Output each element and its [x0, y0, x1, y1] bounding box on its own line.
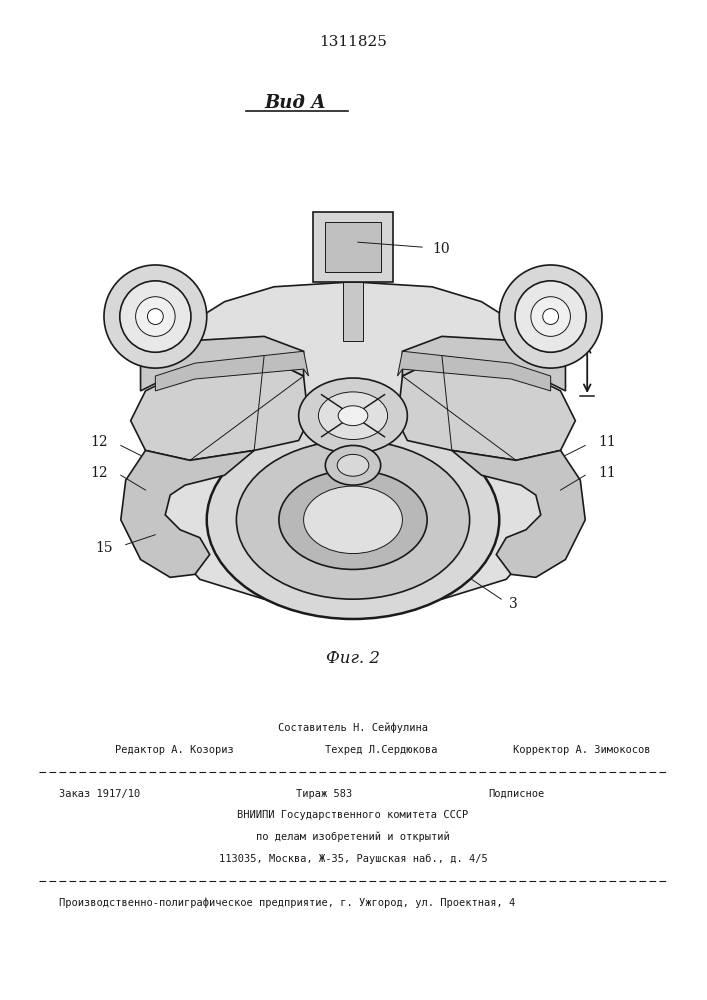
Text: 113035, Москва, Ж-35, Раушская наб., д. 4/5: 113035, Москва, Ж-35, Раушская наб., д. …: [218, 854, 487, 864]
Ellipse shape: [543, 309, 559, 324]
Ellipse shape: [206, 421, 499, 619]
Text: Подписное: Подписное: [489, 789, 544, 799]
Ellipse shape: [136, 297, 175, 336]
Text: 12: 12: [90, 435, 108, 449]
Text: Фиг. 2: Фиг. 2: [326, 650, 380, 667]
Polygon shape: [160, 282, 546, 599]
Polygon shape: [121, 450, 255, 577]
Text: ВНИИПИ Государственного комитета СССР: ВНИИПИ Государственного комитета СССР: [238, 810, 469, 820]
Polygon shape: [397, 356, 575, 460]
Polygon shape: [452, 450, 585, 577]
Text: по делам изобретений и открытий: по делам изобретений и открытий: [256, 832, 450, 842]
Text: Вид А: Вид А: [265, 94, 327, 112]
Text: Составитель Н. Сейфулина: Составитель Н. Сейфулина: [278, 723, 428, 733]
FancyBboxPatch shape: [313, 212, 392, 282]
Text: Техред Л.Сердюкова: Техред Л.Сердюкова: [325, 745, 438, 755]
Ellipse shape: [531, 297, 571, 336]
Text: Корректор А. Зимокосов: Корректор А. Зимокосов: [513, 745, 650, 755]
Text: Редактор А. Козориз: Редактор А. Козориз: [115, 745, 233, 755]
Ellipse shape: [318, 392, 387, 440]
Text: 3: 3: [509, 597, 518, 611]
Text: Тираж 583: Тираж 583: [296, 789, 352, 799]
Ellipse shape: [148, 309, 163, 324]
Ellipse shape: [119, 281, 191, 352]
Text: Заказ 1917/10: Заказ 1917/10: [59, 789, 140, 799]
FancyBboxPatch shape: [325, 222, 380, 272]
Polygon shape: [402, 336, 566, 391]
Polygon shape: [397, 351, 551, 391]
Ellipse shape: [499, 265, 602, 368]
Text: 11: 11: [598, 466, 616, 480]
Text: Производственно-полиграфическое предприятие, г. Ужгород, ул. Проектная, 4: Производственно-полиграфическое предприя…: [59, 897, 515, 908]
Polygon shape: [131, 356, 308, 460]
Ellipse shape: [279, 470, 427, 569]
Ellipse shape: [515, 281, 586, 352]
Text: 1311825: 1311825: [319, 35, 387, 49]
Polygon shape: [141, 336, 303, 391]
Ellipse shape: [298, 378, 407, 453]
Text: 11: 11: [598, 435, 616, 449]
Ellipse shape: [325, 445, 380, 485]
Text: 12: 12: [90, 466, 108, 480]
Ellipse shape: [104, 265, 206, 368]
Polygon shape: [156, 351, 308, 391]
Ellipse shape: [337, 454, 369, 476]
Ellipse shape: [303, 486, 402, 554]
Ellipse shape: [338, 406, 368, 426]
Text: 15: 15: [95, 541, 113, 555]
Ellipse shape: [236, 440, 469, 599]
Text: 10: 10: [432, 242, 450, 256]
FancyBboxPatch shape: [343, 282, 363, 341]
